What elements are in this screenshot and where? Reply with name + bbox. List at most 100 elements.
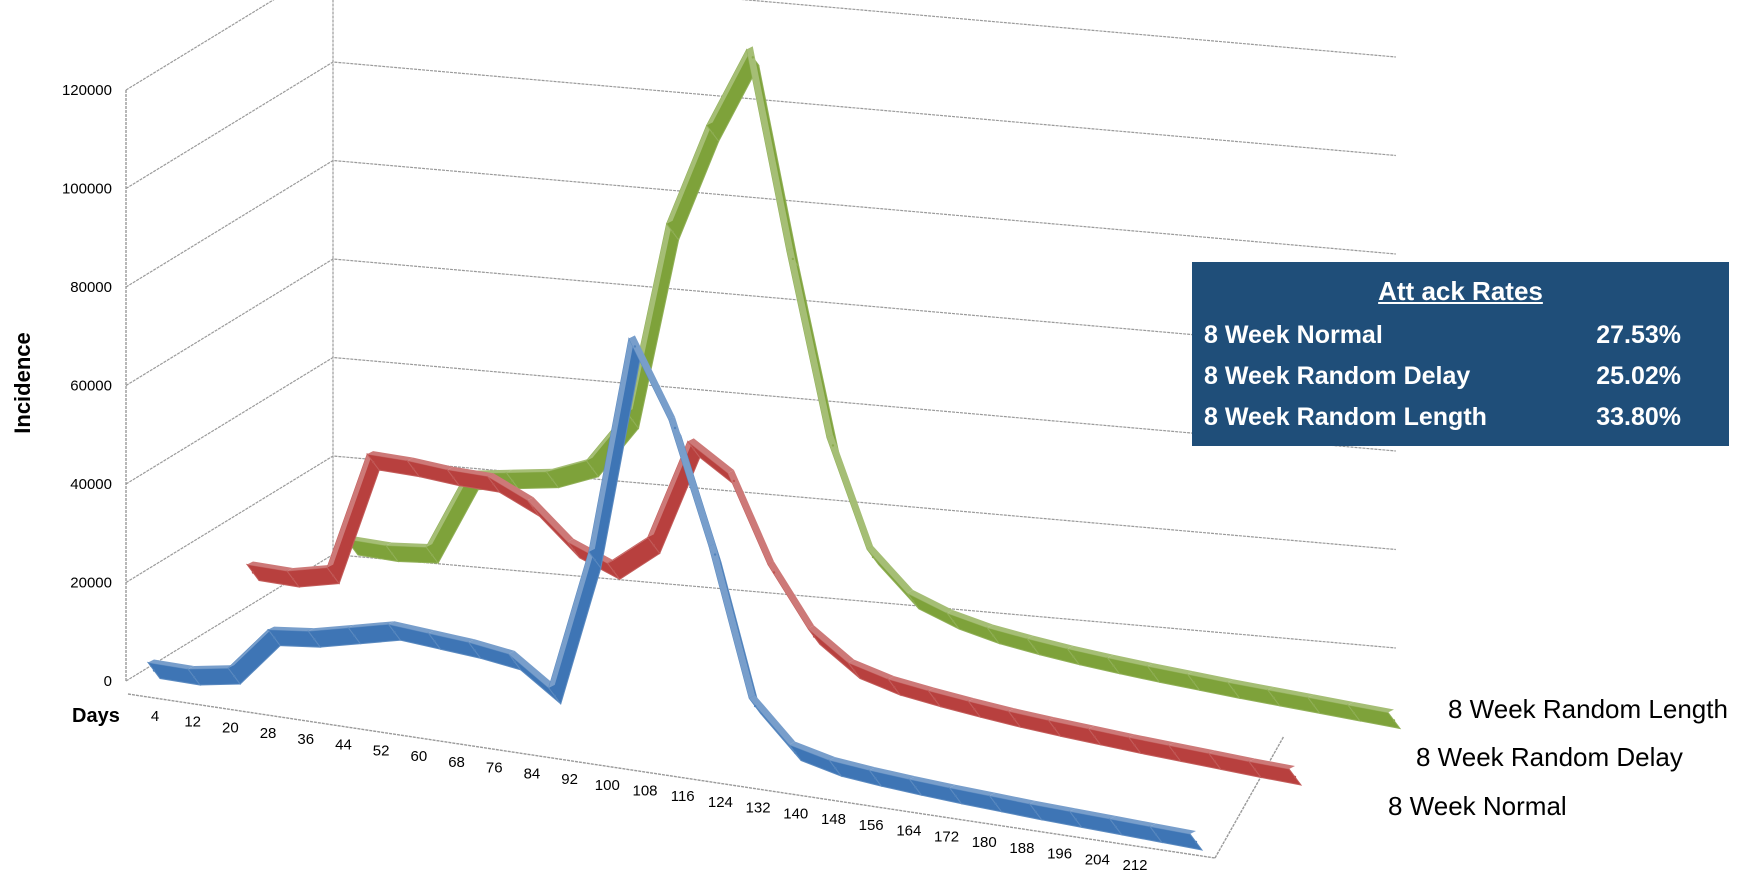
data-point [1112, 664, 1115, 667]
data-point [772, 571, 776, 574]
data-point [954, 794, 957, 797]
series-segment-top [749, 695, 796, 745]
series-segment-top [746, 46, 793, 251]
attack-rate-label: 8 Week Random Length [1204, 403, 1487, 431]
series-segment-top [487, 473, 534, 501]
series-segment-top [407, 457, 454, 470]
series-segment-top [327, 451, 374, 568]
series-segment-top [888, 676, 935, 691]
x-tick-label: 12 [184, 714, 201, 731]
data-point [1152, 673, 1155, 676]
data-point [1093, 735, 1096, 739]
series-segment-top [447, 466, 494, 477]
series-segment-top [947, 610, 994, 628]
data-point [1293, 775, 1297, 779]
series-segment [1346, 704, 1402, 730]
series-ribbons [146, 46, 1402, 851]
y-tick-label: 0 [104, 673, 112, 690]
series-label: 8 Week Normal [1388, 791, 1567, 821]
data-point [1192, 681, 1195, 684]
series-segment-top [1149, 823, 1196, 834]
series-label: 8 Week Random Length [1448, 694, 1728, 724]
data-point [753, 704, 757, 708]
x-tick-label: 108 [632, 783, 657, 800]
data-point [652, 544, 655, 547]
x-tick-label: 188 [1009, 840, 1034, 857]
series-segment-top [548, 548, 595, 688]
x-tick-label: 180 [972, 834, 997, 851]
data-point [1272, 696, 1275, 700]
series-segment-top [247, 561, 294, 572]
data-point [1032, 645, 1035, 648]
data-point [874, 776, 877, 780]
series-segment-top [1227, 679, 1274, 690]
data-point [572, 548, 575, 552]
data-point [511, 479, 514, 482]
axes [125, 0, 1285, 859]
y-tick-label: 120000 [62, 82, 112, 99]
series-segment-top [367, 451, 414, 461]
data-point [973, 707, 976, 711]
series-segment-top [386, 542, 433, 548]
x-tick-label: 140 [783, 805, 808, 822]
data-point [591, 467, 594, 470]
series-segment-top [588, 335, 635, 552]
series-segment-top [867, 546, 914, 594]
series-segment-top [1029, 800, 1076, 812]
series-segment-top [268, 626, 315, 632]
y-tick-label: 40000 [70, 476, 112, 493]
data-point [473, 649, 476, 652]
data-point [732, 479, 736, 483]
series-segment-top [188, 665, 235, 670]
x-tick-label: 132 [746, 800, 771, 817]
x-tick-label: 60 [411, 748, 428, 765]
data-point [192, 675, 196, 679]
data-point [313, 637, 316, 641]
series-segment-top [628, 335, 675, 420]
data-point [492, 483, 495, 486]
x-tick-label: 92 [561, 771, 578, 788]
x-tick-label: 100 [595, 777, 620, 794]
series-segment-top [706, 46, 753, 126]
data-point [251, 571, 255, 574]
series-segment-top [607, 534, 654, 564]
data-point [852, 669, 856, 672]
series-segment-top [287, 564, 334, 572]
data-point [633, 345, 637, 348]
x-tick-label: 44 [335, 737, 352, 754]
series-segment-top [1267, 686, 1314, 698]
data-point [893, 685, 896, 689]
series-segment [748, 697, 802, 761]
axis-labels: Incidence Days 0 20000 40000 60000 80000 1000… [10, 82, 1728, 874]
data-point [452, 476, 455, 479]
data-point [1133, 744, 1136, 747]
data-point [951, 619, 955, 623]
data-point [390, 552, 394, 555]
data-point [911, 599, 915, 603]
data-point [433, 640, 436, 643]
series-segment-top [989, 792, 1036, 804]
y-tick-label: 100000 [62, 181, 112, 198]
series-segment-top [1248, 758, 1295, 769]
attack-rate-label: 8 Week Normal [1204, 321, 1383, 349]
x-axis-line [127, 693, 1216, 859]
series-segment-top [1109, 815, 1156, 827]
data-point [331, 574, 335, 577]
data-point [1013, 718, 1016, 721]
data-point [593, 558, 597, 562]
series-segment-top [506, 468, 553, 473]
series-segment-top [829, 757, 876, 771]
data-point [834, 766, 837, 770]
data-point [673, 426, 677, 430]
attack-rate-value: 25.02% [1596, 362, 1681, 390]
y-tick-label: 60000 [70, 378, 112, 395]
data-point [751, 56, 754, 59]
series-segment-top [808, 625, 855, 663]
series-segment [1247, 760, 1303, 786]
data-point [992, 634, 995, 637]
data-point [1253, 768, 1257, 771]
x-tick-label: 204 [1085, 851, 1110, 868]
data-point [612, 570, 615, 573]
data-point [152, 669, 156, 672]
